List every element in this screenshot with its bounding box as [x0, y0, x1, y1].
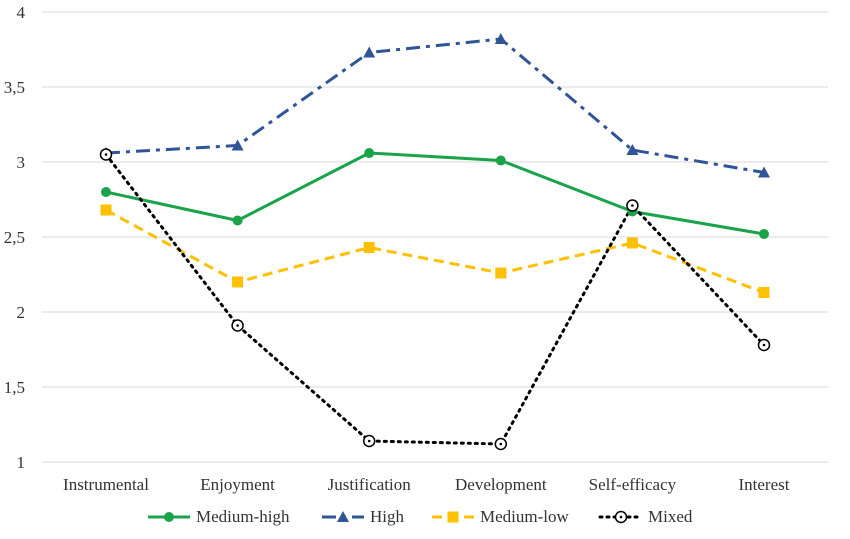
y-tick-label: 4 — [17, 3, 26, 22]
data-point-medium-high — [495, 155, 506, 166]
data-point-medium-low — [232, 276, 244, 288]
legend-marker — [164, 512, 174, 522]
data-point-medium-high — [759, 229, 769, 239]
series-lines — [104, 37, 766, 446]
data-point-high — [231, 139, 244, 151]
legend: Medium-high High Medium-low Mixed — [148, 507, 693, 526]
legend-marker — [447, 511, 459, 523]
y-tick-label: 3 — [17, 153, 26, 172]
data-point-high — [758, 166, 770, 178]
legend-item-medium-high: Medium-high — [148, 507, 290, 526]
data-point-high — [626, 144, 639, 155]
legend-marker — [337, 511, 349, 522]
y-tick-label: 3,5 — [4, 78, 25, 97]
data-point-high — [363, 46, 376, 58]
data-point-medium-high — [232, 215, 243, 226]
data-point-medium-low — [363, 242, 375, 253]
legend-label: Medium-high — [196, 507, 290, 526]
data-point-medium-low — [100, 204, 112, 216]
data-point-high — [494, 33, 507, 44]
legend-label: Medium-low — [480, 507, 569, 526]
legend-marker — [614, 510, 628, 524]
data-point-mixed — [757, 338, 771, 352]
x-tick-label: Instrumental — [63, 475, 149, 494]
series-line-medium-low — [105, 208, 765, 294]
legend-label: Mixed — [648, 507, 693, 526]
series-line-high — [105, 37, 765, 174]
y-axis-ticks: 1 1,5 2 2,5 3 3,5 4 — [4, 3, 26, 472]
x-tick-label: Development — [455, 475, 547, 494]
gridlines — [42, 11, 828, 463]
x-tick-label: Enjoyment — [200, 475, 275, 494]
data-point-medium-high — [101, 187, 111, 197]
series-line-medium-high — [105, 151, 765, 236]
legend-item-mixed: Mixed — [598, 507, 693, 526]
data-point-medium-low — [758, 287, 770, 298]
data-point-mixed — [494, 437, 508, 451]
x-tick-label: Self-efficacy — [589, 475, 677, 494]
x-axis-ticks: Instrumental Enjoyment Justification Develo… — [63, 475, 790, 494]
data-point-medium-low — [495, 267, 507, 279]
data-point-mixed — [626, 199, 639, 212]
y-tick-label: 1,5 — [4, 378, 25, 397]
y-tick-label: 2,5 — [4, 228, 25, 247]
y-tick-label: 1 — [17, 453, 26, 472]
y-tick-label: 2 — [17, 303, 26, 322]
legend-item-medium-low: Medium-low — [432, 507, 569, 526]
legend-item-high: High — [322, 507, 405, 526]
x-tick-label: Interest — [739, 475, 790, 494]
data-point-mixed — [362, 434, 376, 448]
data-point-medium-low — [626, 237, 638, 249]
x-tick-label: Justification — [328, 475, 412, 494]
data-point-medium-high — [364, 148, 375, 158]
data-point-mixed — [231, 319, 244, 332]
legend-label: High — [370, 507, 405, 526]
series-line-mixed — [104, 153, 766, 446]
series-markers — [99, 33, 771, 451]
data-point-mixed — [99, 148, 113, 161]
